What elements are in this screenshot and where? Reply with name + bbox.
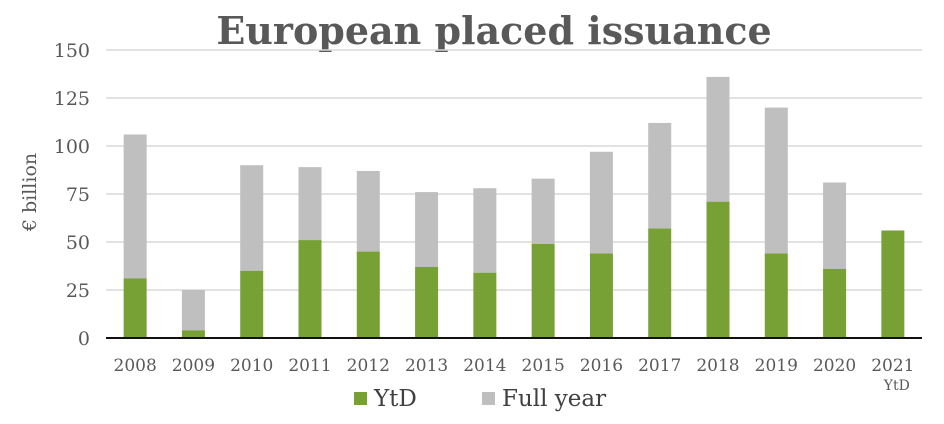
y-axis-label: € billion [19,153,41,232]
y-tick-label: 150 [54,40,90,62]
y-tick-label: 0 [78,328,90,350]
bar-full-year [473,188,497,273]
x-tick-labels: 2008 2009 2010 2011 2012 2013 2014 2015 2016 2017… [114,356,915,394]
bar-ytd [764,253,788,338]
bar-full-year [706,76,730,202]
bar-ytd [123,278,147,338]
x-tick-label: 2008 [114,356,157,376]
bar-ytd [473,272,497,338]
x-tick-label: 2018 [696,356,739,376]
bars [123,76,905,338]
x-tick-label: 2012 [347,356,390,376]
bar-ytd [240,270,264,338]
bar-ytd [531,243,555,338]
gridlines [106,49,922,291]
bar-full-year [240,165,264,271]
x-tick-label: 2015 [522,356,565,376]
bar-ytd [181,330,205,338]
bar-ytd [823,268,847,338]
y-tick-labels: 0 25 50 75 100 125 150 [54,40,90,350]
y-tick-label: 125 [54,88,90,110]
bar-full-year [415,192,439,267]
y-tick-label: 75 [66,184,90,206]
legend-label: Full year [502,386,606,412]
bar-full-year [298,167,322,241]
x-tick-label: 2019 [755,356,798,376]
x-tick-label: 2013 [405,356,448,376]
bar-full-year [531,178,555,244]
x-tick-label: 2011 [288,356,331,376]
y-tick-label: 25 [66,280,90,302]
x-tick-label: 2021 [871,356,914,376]
y-tick-label: 50 [66,232,90,254]
bar-ytd [881,230,905,338]
x-tick-label: 2017 [638,356,681,376]
x-tick-label: 2016 [580,356,623,376]
x-tick-sublabel: YtD [883,378,910,394]
bar-ytd [589,253,613,338]
bar-full-year [181,290,205,331]
bar-full-year [589,151,613,254]
x-tick-label: 2020 [813,356,856,376]
legend: YtD Full year [354,386,606,412]
legend-swatch [482,392,495,405]
legend-swatch [354,392,367,405]
y-tick-label: 100 [54,136,90,158]
bar-full-year [823,182,847,269]
x-tick-label: 2014 [463,356,506,376]
bar-full-year [648,122,672,229]
bar-ytd [298,240,322,338]
legend-label: YtD [373,386,417,412]
bar-full-year [356,170,380,252]
bar-ytd [356,251,380,338]
x-tick-label: 2009 [172,356,215,376]
bar-ytd [706,201,730,338]
bar-full-year [764,107,788,254]
x-tick-label: 2010 [230,356,273,376]
bar-ytd [648,228,672,338]
bar-full-year [123,134,147,279]
chart-title: European placed issuance [216,8,771,53]
bar-ytd [415,266,439,338]
